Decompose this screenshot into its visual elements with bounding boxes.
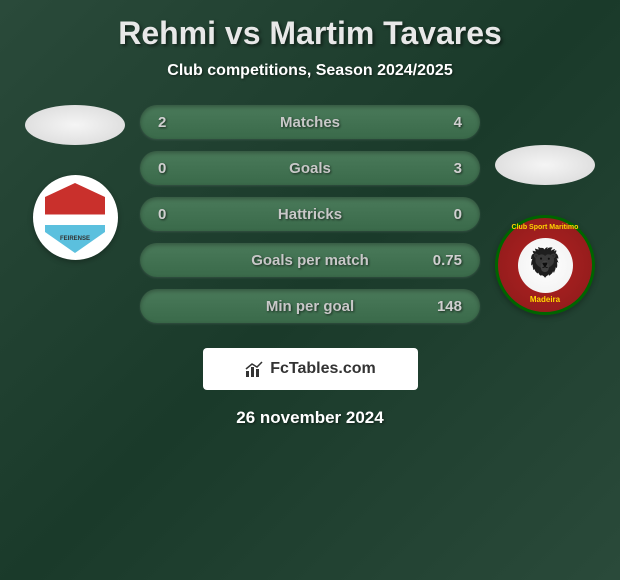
stat-label: Matches (198, 114, 422, 131)
comparison-title: Rehmi vs Martim Tavares (0, 15, 620, 52)
right-player-side: Club Sport Maritimo Madeira (495, 145, 595, 315)
stat-row-hattricks: 0 Hattricks 0 (140, 197, 480, 231)
club-text-bottom: Madeira (530, 295, 560, 304)
watermark-badge: FcTables.com (203, 348, 418, 390)
stat-row-min-per-goal: Min per goal 148 (140, 289, 480, 323)
stat-label: Goals (198, 160, 422, 177)
stats-column: 2 Matches 4 0 Goals 3 0 Hattricks 0 Goal… (140, 105, 480, 323)
right-player-photo (495, 145, 595, 185)
stat-label: Hattricks (198, 206, 422, 223)
stat-left-value: 0 (158, 206, 198, 223)
stat-right-value: 4 (422, 114, 462, 131)
stat-left-value: 0 (158, 160, 198, 177)
right-club-badge: Club Sport Maritimo Madeira (495, 215, 595, 315)
left-player-side (25, 105, 125, 260)
stat-label: Goals per match (198, 252, 422, 269)
left-club-badge (33, 175, 118, 260)
stat-right-value: 0 (422, 206, 462, 223)
stat-row-goals-per-match: Goals per match 0.75 (140, 243, 480, 277)
stat-right-value: 0.75 (422, 252, 462, 269)
stat-right-value: 3 (422, 160, 462, 177)
stat-label: Min per goal (198, 298, 422, 315)
stat-row-matches: 2 Matches 4 (140, 105, 480, 139)
stat-left-value: 2 (158, 114, 198, 131)
season-subtitle: Club competitions, Season 2024/2025 (0, 62, 620, 80)
date-text: 26 november 2024 (0, 408, 620, 428)
left-player-photo (25, 105, 125, 145)
stat-right-value: 148 (422, 298, 462, 315)
club-text-top: Club Sport Maritimo (512, 224, 579, 231)
chart-icon (244, 361, 264, 377)
watermark-text: FcTables.com (270, 360, 376, 378)
stat-row-goals: 0 Goals 3 (140, 151, 480, 185)
